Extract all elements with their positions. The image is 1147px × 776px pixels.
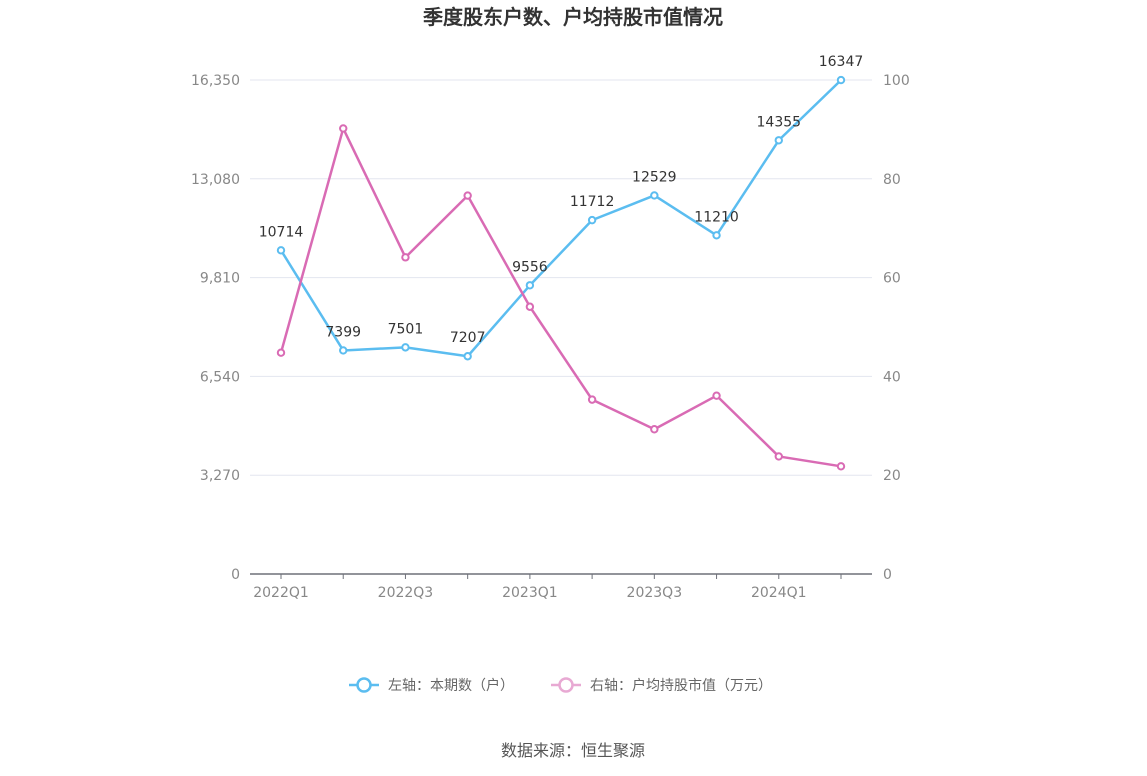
legend[interactable]: 左轴：本期数（户） 右轴：户均持股市值（万元） <box>349 677 772 694</box>
legend-item[interactable]: 左轴：本期数（户） <box>349 677 514 694</box>
data-point <box>339 346 348 355</box>
legend-item[interactable]: 右轴：户均持股市值（万元） <box>551 677 772 694</box>
left-tick-label: 3,270 <box>200 468 240 484</box>
chart-title: 季度股东户数、户均持股市值情况 <box>422 5 723 29</box>
x-tick-label: 2024Q1 <box>751 585 807 601</box>
data-point <box>712 231 721 240</box>
data-point <box>401 253 410 262</box>
right-tick-label: 100 <box>883 73 910 89</box>
data-point <box>712 391 721 400</box>
series-layer: 10714 7399 7501 7207 9556 11712 12529 11210 1435… <box>259 54 864 471</box>
data-point <box>836 75 846 85</box>
legend-marker <box>558 677 574 693</box>
data-point <box>587 395 597 404</box>
data-label: 10714 <box>259 224 304 240</box>
data-label: 7501 <box>388 321 424 337</box>
left-tick-label: 0 <box>231 567 240 583</box>
left-tick-label: 6,540 <box>200 369 240 385</box>
data-point <box>401 343 410 352</box>
data-point <box>463 352 472 361</box>
left-tick-label: 9,810 <box>200 271 240 287</box>
data-point <box>276 348 286 357</box>
left-tick-label: 16,350 <box>191 73 240 89</box>
legend-label: 左轴：本期数（户） <box>388 677 514 694</box>
left-tick-label: 13,080 <box>191 172 240 188</box>
x-tick-label: 2023Q1 <box>502 585 558 601</box>
right-tick-label: 0 <box>883 567 892 583</box>
right-tick-label: 60 <box>883 271 901 287</box>
data-point <box>587 215 597 225</box>
data-point <box>339 124 348 133</box>
data-point <box>836 462 846 471</box>
legend-marker <box>356 677 372 693</box>
data-point <box>525 302 535 311</box>
data-point <box>650 191 659 200</box>
x-tick-label: 2022Q1 <box>253 585 309 601</box>
data-point <box>774 136 783 145</box>
legend-label: 右轴：户均持股市值（万元） <box>590 677 772 694</box>
data-label: 9556 <box>512 259 548 275</box>
series-line <box>279 79 842 358</box>
x-tick-label: 2023Q3 <box>627 585 683 601</box>
data-label: 14355 <box>757 114 802 130</box>
data-point <box>463 191 472 200</box>
right-tick-label: 80 <box>883 172 901 188</box>
series-line <box>279 127 842 468</box>
grid-lines <box>250 79 872 476</box>
data-label: 11210 <box>694 209 739 225</box>
data-label: 7399 <box>325 324 361 340</box>
right-tick-label: 40 <box>883 369 901 385</box>
data-label: 11712 <box>570 194 615 210</box>
data-point <box>650 425 659 434</box>
right-tick-label: 20 <box>883 468 901 484</box>
data-point <box>774 452 783 461</box>
data-label: 12529 <box>632 169 677 185</box>
x-tick-label: 2022Q3 <box>378 585 434 601</box>
data-point <box>276 246 286 255</box>
data-point <box>525 281 535 290</box>
data-label: 16347 <box>819 54 864 70</box>
data-label: 7207 <box>450 330 486 346</box>
source-note: 数据来源：恒生聚源 <box>501 741 645 760</box>
axes: 0 3,270 6,540 9,810 13,080 16,350 0 20 40 60 80 100… <box>191 73 910 601</box>
